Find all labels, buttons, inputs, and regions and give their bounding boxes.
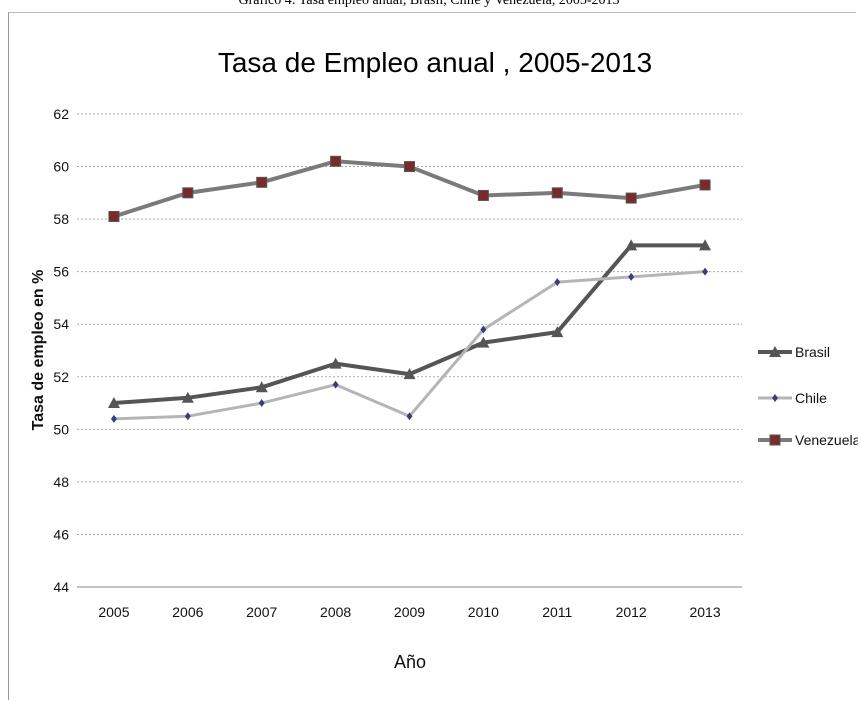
chart-title: Tasa de Empleo anual , 2005-2013 (218, 47, 652, 78)
y-tick-label: 50 (53, 421, 69, 437)
x-tick-label: 2009 (394, 604, 425, 620)
data-point (625, 239, 638, 251)
legend-label: Venezuela (795, 432, 858, 448)
x-tick-label: 2006 (172, 604, 203, 620)
x-tick-label: 2011 (542, 604, 572, 620)
data-point (480, 325, 487, 334)
data-point (477, 336, 490, 348)
data-point (403, 368, 416, 380)
data-point (329, 357, 342, 369)
data-point (699, 239, 712, 251)
data-point (769, 434, 781, 446)
grid-lines (77, 113, 742, 535)
data-point (628, 272, 635, 281)
x-tick-label: 2010 (468, 604, 499, 620)
data-point (255, 381, 268, 393)
legend-label: Chile (795, 390, 827, 406)
y-tick-label: 58 (53, 211, 69, 227)
data-point (406, 412, 413, 421)
series-brasil (107, 239, 712, 409)
y-tick-label: 56 (53, 264, 69, 280)
x-axis-label: Año (394, 652, 426, 672)
series-lines (107, 155, 712, 423)
data-point (332, 380, 339, 389)
y-tick-label: 60 (53, 159, 69, 175)
data-point (256, 176, 268, 188)
data-point (107, 397, 120, 409)
y-tick-label: 54 (53, 316, 69, 332)
legend-item-venezuela: Venezuela (758, 432, 858, 448)
y-axis-label: Tasa de empleo en % (30, 270, 47, 431)
series-chile (110, 267, 709, 423)
data-point (184, 412, 191, 421)
y-tick-label: 46 (53, 526, 69, 542)
data-point (554, 278, 561, 287)
legend-item-brasil: Brasil (758, 344, 830, 360)
figure-caption: Gráfico 4: Tasa empleo anual, Brasil, Ch… (238, 0, 620, 8)
data-point (699, 179, 711, 191)
x-axis-ticks: 2005 2006 2007 2008 2009 2010 2011 2012 2013 (98, 604, 720, 620)
y-tick-label: 44 (53, 579, 69, 595)
data-point (258, 399, 265, 408)
x-tick-label: 2005 (98, 604, 129, 620)
data-point (551, 326, 564, 338)
data-point (772, 394, 778, 402)
legend: Brasil Chile Venezuela (758, 344, 858, 448)
x-tick-label: 2012 (616, 604, 647, 620)
x-tick-label: 2007 (246, 604, 277, 620)
legend-item-chile: Chile (758, 390, 827, 406)
data-point (108, 210, 120, 222)
x-tick-label: 2013 (689, 604, 720, 620)
data-point (404, 161, 415, 173)
x-tick-label: 2008 (320, 604, 351, 620)
chart-area (8, 12, 856, 700)
data-point (625, 192, 637, 204)
data-point (181, 391, 194, 403)
legend-label: Brasil (795, 344, 830, 360)
data-point (182, 187, 194, 199)
data-point (551, 187, 563, 199)
data-point (769, 346, 781, 357)
data-point (477, 189, 489, 201)
data-point (702, 267, 709, 276)
y-tick-label: 62 (53, 106, 69, 122)
y-axis-ticks: 44 46 48 50 52 54 56 58 60 62 (53, 106, 69, 595)
data-point (330, 155, 342, 167)
data-point (110, 414, 117, 423)
y-tick-label: 48 (53, 474, 69, 490)
series-venezuela (108, 155, 711, 222)
y-tick-label: 52 (53, 369, 69, 385)
